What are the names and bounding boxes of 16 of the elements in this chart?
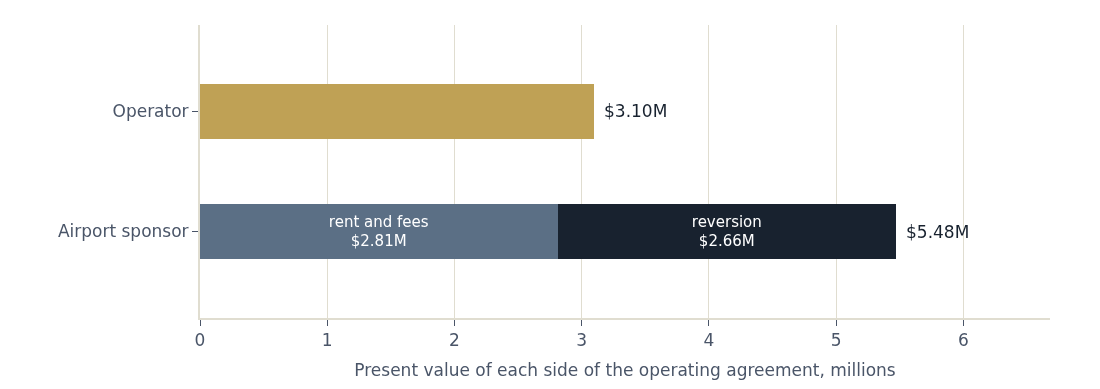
x-tick-label: 6 (958, 330, 969, 351)
total-label: $3.10M (604, 101, 668, 121)
x-tick-label: 1 (321, 330, 333, 351)
series-label: reversion (691, 212, 762, 231)
x-tick-label: 2 (449, 330, 460, 351)
data-label: $2.81M (350, 232, 407, 251)
x-tick-label: 0 (194, 330, 206, 351)
total-label: $5.48M (906, 222, 970, 242)
y-tick-label: Airport sponsor (57, 221, 189, 242)
y-tick-label: Operator (112, 101, 189, 122)
x-axis-title: Present value of each side of the operating agreement, millions (354, 360, 896, 381)
x-tick-label: 4 (703, 330, 715, 351)
data-label: $2.66M (698, 232, 755, 251)
series-label: rent and fees (328, 212, 429, 231)
x-tick-label: 5 (830, 330, 842, 351)
x-tick-label: 3 (576, 330, 588, 351)
